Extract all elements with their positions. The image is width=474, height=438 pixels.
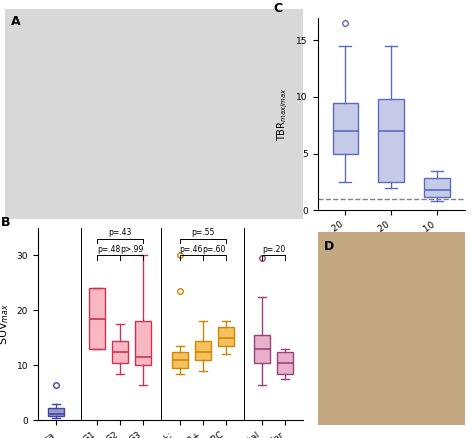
PathPatch shape — [218, 327, 234, 346]
Text: 4: 4 — [434, 245, 440, 254]
Text: p=.46: p=.46 — [180, 245, 203, 254]
PathPatch shape — [332, 102, 358, 154]
Text: p=.55: p=.55 — [191, 228, 214, 237]
Text: B: B — [1, 216, 10, 229]
PathPatch shape — [172, 352, 188, 368]
Text: n:: n: — [265, 245, 273, 254]
Text: D: D — [323, 240, 334, 253]
PathPatch shape — [277, 352, 293, 374]
Text: p>.99: p>.99 — [120, 245, 143, 254]
Text: p=.48: p=.48 — [97, 245, 120, 254]
X-axis label: lesion size [mm]: lesion size [mm] — [351, 271, 431, 281]
Y-axis label: TBR$_{max/max}$: TBR$_{max/max}$ — [276, 87, 291, 141]
Text: A: A — [11, 15, 20, 28]
Y-axis label: SUV$_{max}$: SUV$_{max}$ — [0, 303, 11, 345]
PathPatch shape — [112, 341, 128, 363]
PathPatch shape — [378, 99, 404, 182]
PathPatch shape — [90, 288, 105, 349]
PathPatch shape — [135, 321, 151, 365]
PathPatch shape — [48, 408, 64, 416]
Text: p=.43: p=.43 — [109, 228, 132, 237]
Text: p=.20: p=.20 — [262, 245, 285, 254]
Text: 18: 18 — [339, 245, 351, 254]
Text: 5: 5 — [388, 245, 394, 254]
Text: p=.60: p=.60 — [202, 245, 226, 254]
PathPatch shape — [195, 341, 210, 360]
PathPatch shape — [254, 335, 270, 363]
Text: C: C — [273, 2, 283, 15]
PathPatch shape — [424, 179, 450, 197]
